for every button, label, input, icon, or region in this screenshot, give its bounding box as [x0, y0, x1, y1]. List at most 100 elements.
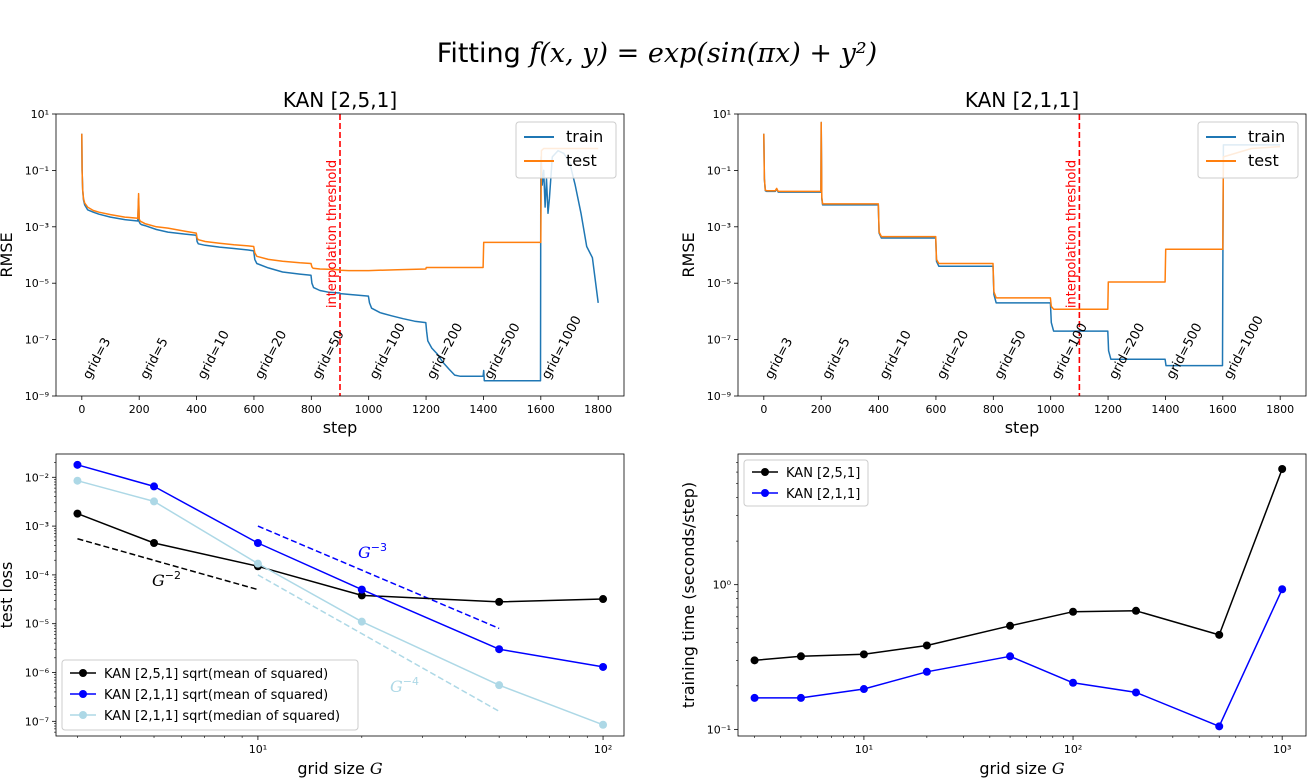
y-tick-label: 10⁻⁹ [25, 390, 49, 403]
x-tick-label: 1000 [1037, 403, 1065, 416]
data-point [495, 681, 504, 690]
y-tick-label: 10⁻¹ [707, 164, 731, 177]
legend-label: KAN [2,5,1] sqrt(mean of squared) [104, 667, 328, 682]
x-tick-label: 200 [129, 403, 150, 416]
grid-size-label: grid=20 [252, 328, 290, 382]
series-line-test [763, 121, 1281, 310]
data-point [859, 650, 868, 659]
legend-label: test [566, 151, 597, 170]
grid-size-label: grid=500 [1164, 321, 1206, 382]
x-axis-label-var: G [370, 759, 383, 778]
x-tick-label: 1800 [584, 403, 612, 416]
data-point [253, 539, 262, 548]
reference-line [257, 574, 500, 712]
grid-size-label: grid=10 [195, 328, 233, 382]
data-point [357, 617, 366, 626]
x-axis-label: grid size G [297, 759, 383, 778]
y-tick-label: 10⁻⁴ [25, 569, 50, 582]
reference-line-label-base: G [390, 677, 403, 696]
x-tick-label: 10² [594, 743, 612, 756]
figure-title-prefix: Fitting [436, 38, 530, 69]
grid-size-label: grid=50 [992, 328, 1030, 382]
data-point [1215, 722, 1224, 731]
data-point [1131, 606, 1140, 615]
x-tick-label: 1600 [527, 403, 555, 416]
y-tick-label: 10⁻⁷ [707, 334, 731, 347]
x-axis-label: grid size G [979, 759, 1065, 778]
plot-area [73, 460, 608, 729]
y-tick-label: 10⁻² [25, 471, 49, 484]
x-tick-label: 10³ [1273, 743, 1291, 756]
x-tick-label: 600 [243, 403, 264, 416]
y-tick-label: 10⁻⁹ [707, 390, 731, 403]
data-point [750, 656, 759, 665]
series-line-test [81, 133, 599, 272]
legend-marker [79, 669, 87, 677]
reference-line-label-exp: −2 [165, 569, 181, 582]
legend-marker [761, 489, 769, 497]
y-tick-label: 10⁻¹ [25, 164, 49, 177]
x-tick-label: 10¹ [855, 743, 873, 756]
reference-line-label-exp: −3 [371, 541, 387, 554]
legend-label: test [1248, 151, 1279, 170]
x-tick-label: 200 [811, 403, 832, 416]
grid-size-label: grid=10 [877, 328, 915, 382]
plot-frame [55, 113, 625, 397]
data-point [150, 482, 159, 491]
y-axis-label: training time (seconds/step) [679, 482, 698, 708]
plot-frame [737, 453, 1307, 737]
legend-box [61, 659, 359, 731]
data-point [357, 585, 366, 594]
chart-title: KAN [2,5,1] [283, 88, 397, 112]
data-point [495, 597, 504, 606]
legend-label: train [1248, 127, 1285, 146]
grid-size-label: grid=5 [819, 335, 853, 381]
grid-size-label: grid=200 [424, 321, 466, 382]
y-tick-label: 10⁰ [713, 579, 732, 592]
data-point [1278, 465, 1287, 474]
grid-size-label: grid=100 [367, 321, 409, 382]
x-tick-label: 800 [301, 403, 322, 416]
data-point [1069, 678, 1078, 687]
threshold-label: interpolation threshold [1064, 160, 1079, 308]
y-tick-label: 10⁻⁷ [25, 334, 49, 347]
data-point [796, 652, 805, 661]
data-point [922, 641, 931, 650]
y-tick-label: 10¹ [31, 108, 49, 121]
reference-line-label-exp: −4 [403, 675, 419, 688]
series-line-kan-2-1-1-sqrt-median-of-squared- [77, 479, 604, 726]
x-axis-label-text: grid size [297, 759, 370, 778]
data-point [1278, 585, 1287, 594]
data-point [73, 476, 82, 485]
chart-bottom-left: 10⁻⁷ 10⁻⁶ 10⁻⁵ 10⁻⁴ 10⁻³ 10⁻² 10¹ 10² grid size … [0, 453, 625, 778]
x-tick-label: 1000 [355, 403, 383, 416]
x-tick-label: 1800 [1266, 403, 1294, 416]
y-axis-label: test loss [0, 562, 16, 629]
x-tick-label: 1400 [1151, 403, 1179, 416]
data-point [357, 591, 366, 600]
plot-frame [55, 453, 625, 737]
y-tick-label: 10⁻³ [25, 520, 49, 533]
y-tick-label: 10⁻⁵ [25, 277, 49, 290]
x-tick-label: 1400 [469, 403, 497, 416]
x-tick-label: 800 [983, 403, 1004, 416]
data-point [150, 497, 159, 506]
grid-size-label: grid=5 [137, 335, 171, 381]
grid-size-label: grid=1000 [1221, 314, 1267, 382]
chart-title: KAN [2,1,1] [965, 88, 1079, 112]
chart-top-right: KAN [2,1,1] 10⁻⁹ 10⁻⁷ 10⁻⁵ 10⁻³ 10⁻¹ 10¹ 0 200 40… [679, 88, 1307, 437]
legend-label: KAN [2,1,1] [786, 487, 860, 502]
grid-size-label: grid=500 [482, 321, 524, 382]
legend-label: train [566, 127, 603, 146]
x-tick-label: 1200 [412, 403, 440, 416]
plot-area [750, 465, 1287, 731]
data-point [599, 595, 608, 604]
x-tick-label: 1200 [1094, 403, 1122, 416]
x-tick-label: 10² [1064, 743, 1082, 756]
x-tick-label: 400 [186, 403, 207, 416]
y-tick-label: 10⁻³ [707, 221, 731, 234]
reference-line [257, 525, 500, 630]
reference-line-label-base: G [152, 571, 165, 590]
